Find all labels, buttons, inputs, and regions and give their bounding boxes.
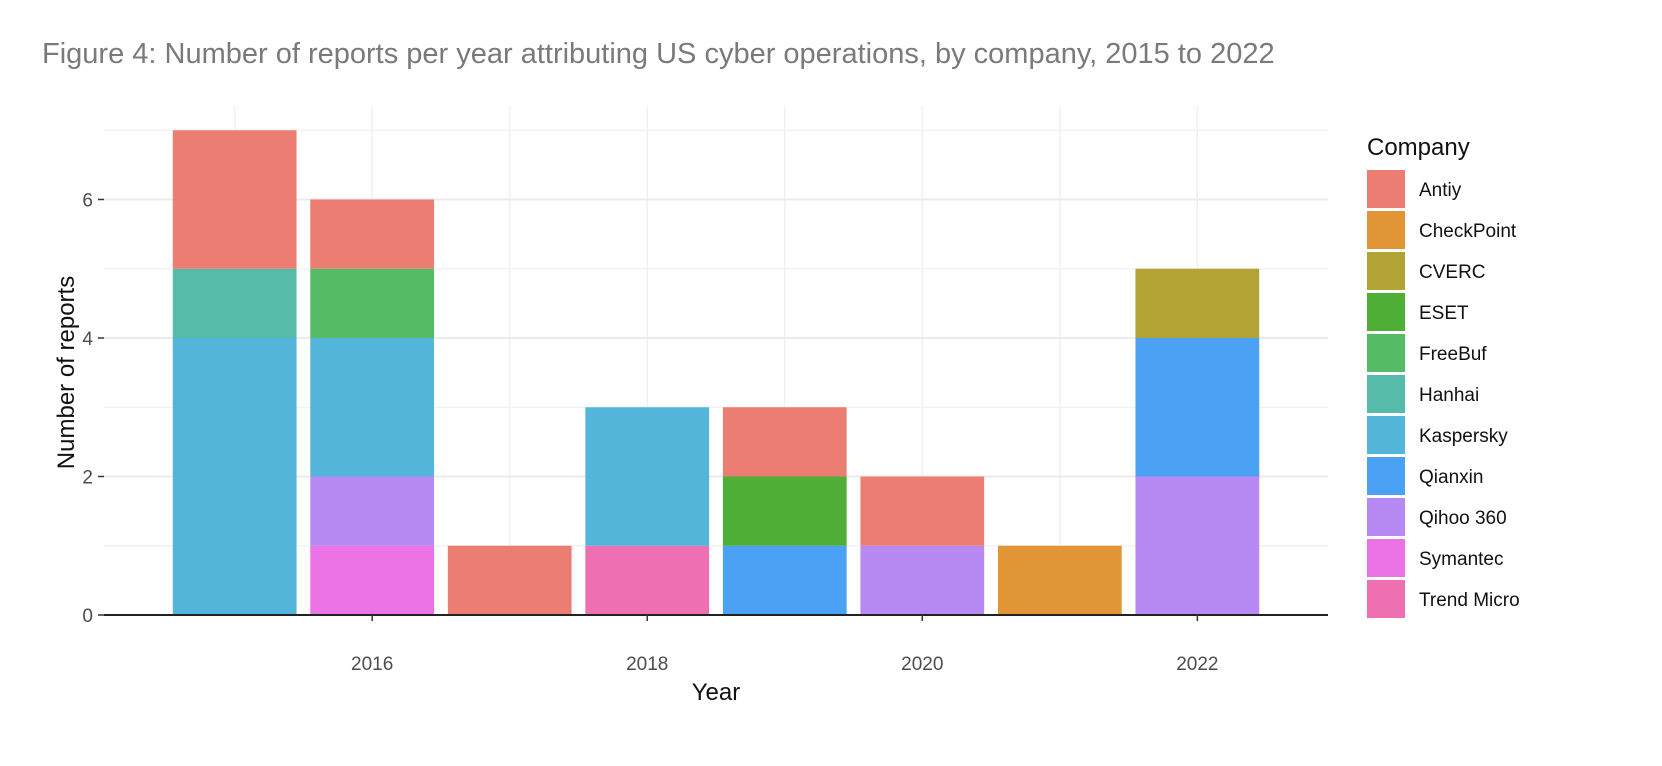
legend-label: Antiy <box>1419 180 1462 201</box>
legend: Company Antiy CheckPoint CVERC ESET FreeBuf Ha… <box>1367 134 1520 618</box>
legend-title: Company <box>1367 134 1470 161</box>
bar-segment-antiy-2019 <box>722 407 847 477</box>
legend-label: Kaspersky <box>1419 426 1508 447</box>
legend-label: ESET <box>1419 303 1469 324</box>
legend-item-freebuf: FreeBuf <box>1367 334 1487 372</box>
x-tick-label: 2022 <box>1176 654 1218 675</box>
grid-lines <box>104 106 1328 615</box>
bar-segment-antiy-2016 <box>310 199 435 269</box>
legend-label: CheckPoint <box>1419 221 1517 242</box>
x-tick-label: 2020 <box>901 654 943 675</box>
bar-segment-kaspersky-2018 <box>585 407 710 546</box>
x-axis-title: Year <box>692 679 741 706</box>
legend-item-checkpoint: CheckPoint <box>1367 211 1517 249</box>
legend-item-symantec: Symantec <box>1367 539 1503 577</box>
legend-item-antiy: Antiy <box>1367 170 1462 208</box>
bar-segment-symantec-2016 <box>310 545 435 615</box>
legend-label: Qianxin <box>1419 467 1483 488</box>
bar-segment-qihoo-360-2022 <box>1135 476 1260 615</box>
bar-segment-qihoo-360-2016 <box>310 476 435 546</box>
bar-segment-qianxin-2022 <box>1135 337 1260 477</box>
bar-segment-antiy-2017 <box>447 545 572 615</box>
bar-segment-antiy-2020 <box>860 476 985 546</box>
y-tick-label: 0 <box>82 606 93 627</box>
legend-swatch <box>1367 293 1405 331</box>
legend-label: FreeBuf <box>1419 344 1487 365</box>
legend-label: Hanhai <box>1419 385 1479 406</box>
legend-item-kaspersky: Kaspersky <box>1367 416 1508 454</box>
bar-segment-cverc-2022 <box>1135 268 1260 338</box>
bar-segment-trend-micro-2018 <box>585 545 710 615</box>
legend-item-qianxin: Qianxin <box>1367 457 1483 495</box>
legend-item-eset: ESET <box>1367 293 1469 331</box>
y-tick-label: 4 <box>82 329 93 350</box>
bars <box>172 130 1260 615</box>
legend-item-trend-micro: Trend Micro <box>1367 580 1520 618</box>
bar-segment-kaspersky-2016 <box>310 337 435 477</box>
axes: 0 2 4 6 2016 2018 2020 2022 Year Number of report… <box>53 190 1328 706</box>
legend-swatch <box>1367 252 1405 290</box>
legend-swatch <box>1367 498 1405 536</box>
legend-swatch <box>1367 170 1405 208</box>
y-tick-label: 6 <box>82 190 93 211</box>
legend-label: Symantec <box>1419 549 1503 570</box>
legend-item-qihoo-360: Qihoo 360 <box>1367 498 1507 536</box>
bar-segment-kaspersky-2015 <box>172 337 297 615</box>
bar-segment-antiy-2015 <box>172 130 297 269</box>
legend-swatch <box>1367 211 1405 249</box>
legend-swatch <box>1367 416 1405 454</box>
y-tick-label: 2 <box>82 467 93 488</box>
x-tick-label: 2016 <box>351 654 393 675</box>
legend-item-cverc: CVERC <box>1367 252 1486 290</box>
legend-swatch <box>1367 334 1405 372</box>
bar-segment-qianxin-2019 <box>722 545 847 615</box>
legend-label: Trend Micro <box>1419 590 1520 611</box>
legend-swatch <box>1367 375 1405 413</box>
bar-segment-checkpoint-2021 <box>997 545 1122 615</box>
x-tick-label: 2018 <box>626 654 668 675</box>
legend-label: Qihoo 360 <box>1419 508 1507 529</box>
bar-segment-qihoo-360-2020 <box>860 545 985 615</box>
legend-label: CVERC <box>1419 262 1486 283</box>
bar-segment-freebuf-2016 <box>310 268 435 338</box>
figure-title: Figure 4: Number of reports per year att… <box>42 38 1275 70</box>
legend-swatch <box>1367 539 1405 577</box>
bar-segment-hanhai-2015 <box>172 268 297 338</box>
legend-item-hanhai: Hanhai <box>1367 375 1479 413</box>
legend-swatch <box>1367 580 1405 618</box>
bar-segment-eset-2019 <box>722 476 847 546</box>
y-axis-title: Number of reports <box>53 276 80 469</box>
legend-swatch <box>1367 457 1405 495</box>
